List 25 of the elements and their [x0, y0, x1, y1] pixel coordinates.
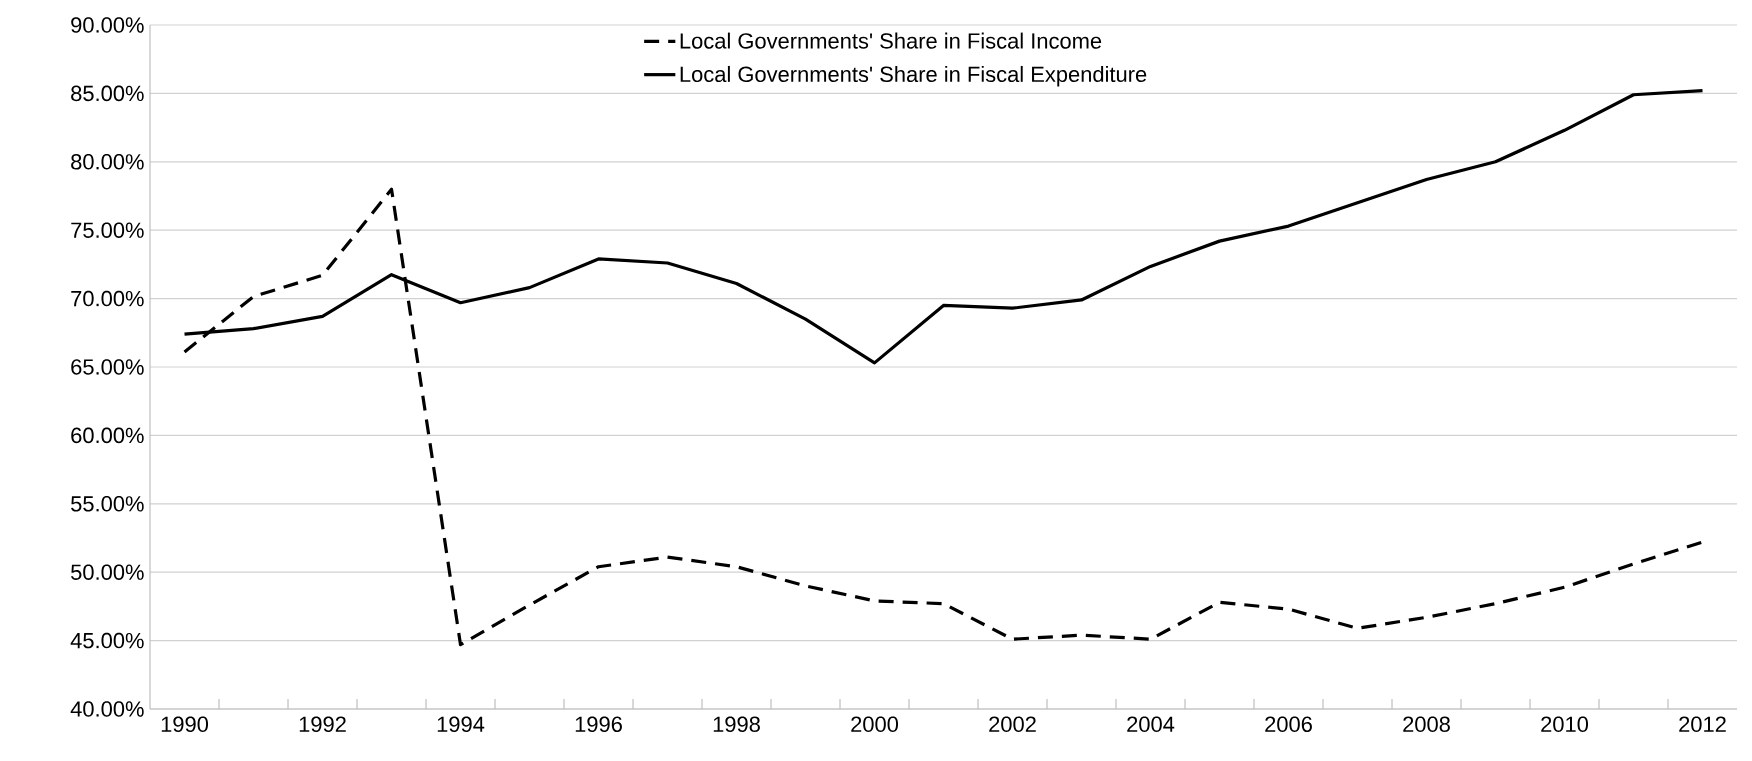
y-tick-label: 90.00%: [71, 17, 144, 33]
y-tick-label: 45.00%: [70, 632, 144, 649]
y-tick-label: 70.00%: [71, 290, 144, 307]
y-tick-label: 55.00%: [71, 496, 144, 512]
y-tick-label: 65.00%: [71, 359, 144, 375]
y-tick-label: 75.00%: [71, 222, 144, 238]
y-tick-label: 60.00%: [71, 427, 144, 444]
legend-label: Local Governments' Share in Fiscal Income: [680, 32, 1102, 49]
y-tick-label: 80.00%: [71, 154, 144, 170]
x-tick-label: 2006: [1265, 716, 1312, 733]
x-tick-label: 2004: [1127, 716, 1175, 733]
legend-label: Local Governments' Share in Fiscal Expenditure: [680, 65, 1147, 87]
x-tick-label: 2002: [989, 716, 1036, 733]
x-tick-label: 1990: [161, 716, 209, 733]
x-tick-label: 2012: [1679, 716, 1726, 733]
y-tick-label: 50.00%: [71, 564, 144, 580]
x-tick-label: 2000: [851, 716, 899, 733]
y-tick-label: 85.00%: [71, 85, 144, 102]
x-tick-label: 1998: [713, 716, 760, 733]
x-tick-label: 2008: [1403, 716, 1450, 733]
x-tick-label: 2010: [1541, 716, 1589, 733]
x-tick-label: 1992: [299, 716, 346, 733]
y-tick-label: 40.00%: [70, 701, 144, 717]
x-tick-label: 1996: [575, 716, 622, 733]
x-tick-label: 1994: [437, 716, 485, 733]
